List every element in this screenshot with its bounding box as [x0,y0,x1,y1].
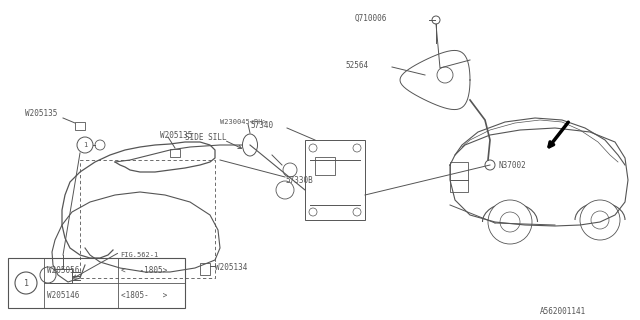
Text: N37002: N37002 [498,161,525,170]
Ellipse shape [243,134,257,156]
Circle shape [77,137,93,153]
Text: W205135: W205135 [25,108,58,117]
Circle shape [500,212,520,232]
Circle shape [15,272,37,294]
Circle shape [40,267,56,283]
Text: A562001141: A562001141 [540,308,586,316]
Circle shape [505,215,515,225]
Text: W230045<RH>: W230045<RH> [220,119,267,125]
Bar [315,157,335,175]
Bar [75,122,85,130]
Circle shape [95,140,105,150]
Text: 1: 1 [24,278,29,287]
Circle shape [283,163,297,177]
Circle shape [353,208,361,216]
Circle shape [580,200,620,240]
Circle shape [309,208,317,216]
Circle shape [309,144,317,152]
Bar [170,149,180,157]
Bar [450,162,468,192]
Text: Q710006: Q710006 [355,13,387,22]
Text: 1: 1 [83,142,87,148]
Circle shape [432,16,440,24]
Text: 52564: 52564 [345,60,368,69]
Text: <   -1805>: < -1805> [121,266,167,275]
Text: W205135: W205135 [160,131,193,140]
Circle shape [502,212,518,228]
Text: W205146: W205146 [47,291,79,300]
Circle shape [276,181,294,199]
Text: W205056: W205056 [47,266,79,275]
Bar [8,258,185,308]
Bar [50,269,72,283]
Text: W205134: W205134 [215,263,248,273]
Text: 57330B: 57330B [285,175,313,185]
Text: <1805-   >: <1805- > [121,291,167,300]
Circle shape [488,200,532,244]
Text: FIG.562-1: FIG.562-1 [120,252,158,258]
Text: 57340: 57340 [250,121,273,130]
Circle shape [591,211,609,229]
Text: SIDE SILL: SIDE SILL [185,132,227,141]
Bar [305,140,365,220]
Circle shape [437,67,453,83]
Bar [200,263,210,275]
Circle shape [353,144,361,152]
Circle shape [485,160,495,170]
